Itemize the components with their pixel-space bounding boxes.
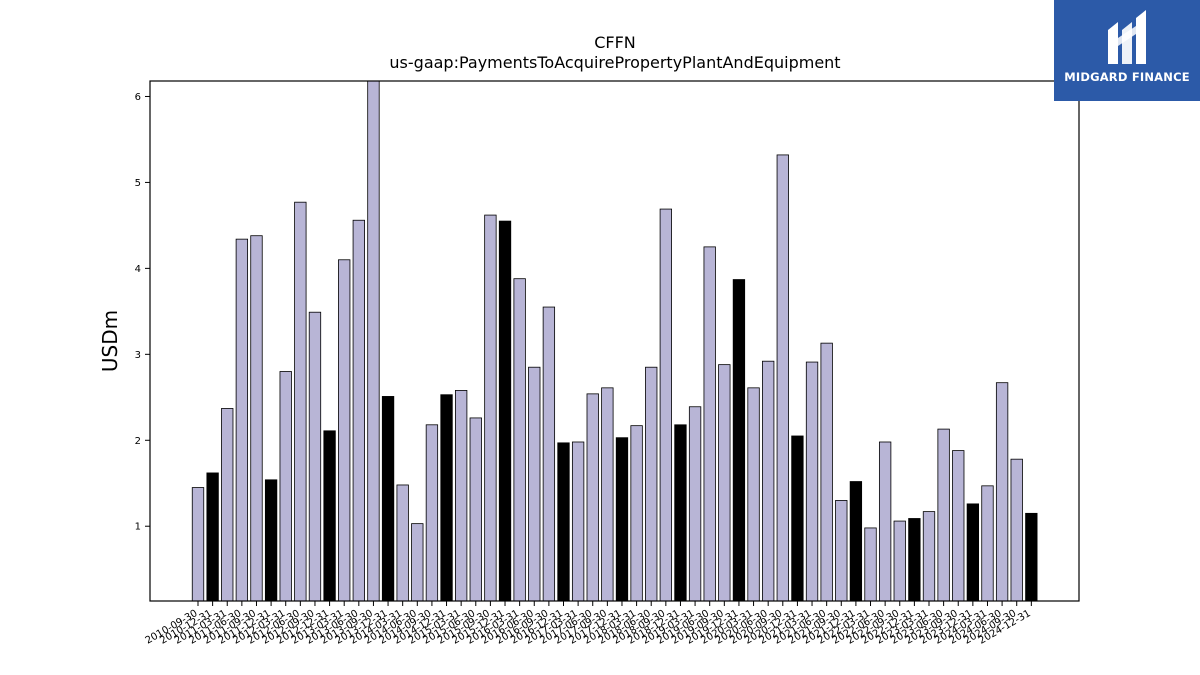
y-tick-label: 2 [135,436,141,447]
bar-2017-03-31 [571,441,585,602]
y-tick-label: 3 [135,350,141,361]
bar-2024-06-30 [995,382,1009,602]
x-axis-ticks: 2010-09-302010-12-312011-03-312011-06-30… [144,601,1033,647]
bar-2023-09-30 [952,450,965,602]
bar-2017-12-31 [615,437,629,602]
bar-2012-09-30 [308,311,322,602]
bar-2010-09-30 [191,487,205,602]
y-tick-label: 6 [135,92,141,103]
bar-2022-12-31 [908,518,921,602]
bar-2016-12-31 [557,442,570,602]
bar-2019-06-30 [703,246,716,602]
bar-2014-12-31 [440,394,453,602]
brand-logo: MIDGARD FINANCE [1054,0,1200,101]
bar-2023-03-31 [922,511,936,602]
bar-2019-09-30 [718,364,731,602]
bar-2017-09-30 [601,387,614,602]
bar-2022-03-31 [864,527,877,602]
bar-2021-09-30 [835,500,848,602]
bar-2020-06-30 [762,360,775,602]
bar-2021-12-31 [849,481,863,602]
bar-2016-09-30 [542,306,556,602]
bar-2018-09-30 [659,208,672,602]
bar-2022-09-30 [893,520,906,602]
bar-2011-06-30 [235,238,249,602]
bar-2015-09-30 [484,214,497,602]
bar-2024-03-31 [981,485,994,602]
bar-2015-03-31 [455,390,468,602]
bar-2013-06-30 [352,219,365,602]
bar-2014-09-30 [425,424,439,602]
bar-2012-03-31 [279,371,292,602]
bar-2010-12-31 [206,472,219,602]
bar-2024-09-30 [1010,458,1023,602]
bar-2012-06-30 [294,201,307,602]
bar-2021-06-30 [820,342,833,602]
bar-2023-06-30 [937,428,950,602]
plot-frame [149,80,1080,602]
bar-2019-03-31 [688,406,702,602]
bar-2012-12-31 [323,430,336,602]
bar-2014-06-30 [411,523,424,602]
bar-2020-03-31 [747,387,760,602]
y-tick-label: 4 [135,264,141,275]
chart-subtitle: us-gaap:PaymentsToAcquirePropertyPlantAn… [389,53,840,72]
bar-2011-12-31 [264,479,278,602]
bar-2022-06-30 [878,441,892,602]
bar-2016-03-31 [513,278,526,602]
bar-2014-03-31 [396,484,409,602]
bar-2015-12-31 [498,220,512,602]
bar-2020-09-30 [776,154,789,602]
bar-2017-06-30 [586,393,599,602]
bar-2021-03-31 [805,361,819,602]
brand-logo-text: MIDGARD FINANCE [1064,70,1190,84]
bar-2020-12-31 [791,435,804,602]
y-axis-ticks: 1 2 3 4 5 6 [135,92,150,533]
bars-group [191,80,1038,602]
bar-2018-12-31 [674,424,687,602]
bar-2024-12-31 [1025,512,1038,602]
bar-2016-06-30 [528,366,541,602]
bar-2018-03-31 [630,425,643,602]
y-tick-label: 1 [135,522,141,533]
bar-2023-12-31 [966,503,980,602]
bar-2011-03-31 [221,408,234,602]
midgard-logo-icon [1108,10,1146,64]
bar-2019-12-31 [732,279,746,602]
y-tick-label: 5 [135,178,141,189]
bar-2013-03-31 [338,259,351,602]
bar-2018-06-30 [645,366,658,602]
chart-title: CFFN [594,33,636,52]
bar-2013-09-30 [367,80,380,602]
y-axis-label: USDm [98,310,122,372]
bar-2011-09-30 [250,235,263,602]
bar-2015-06-30 [469,417,482,602]
bar-2013-12-31 [381,396,395,602]
